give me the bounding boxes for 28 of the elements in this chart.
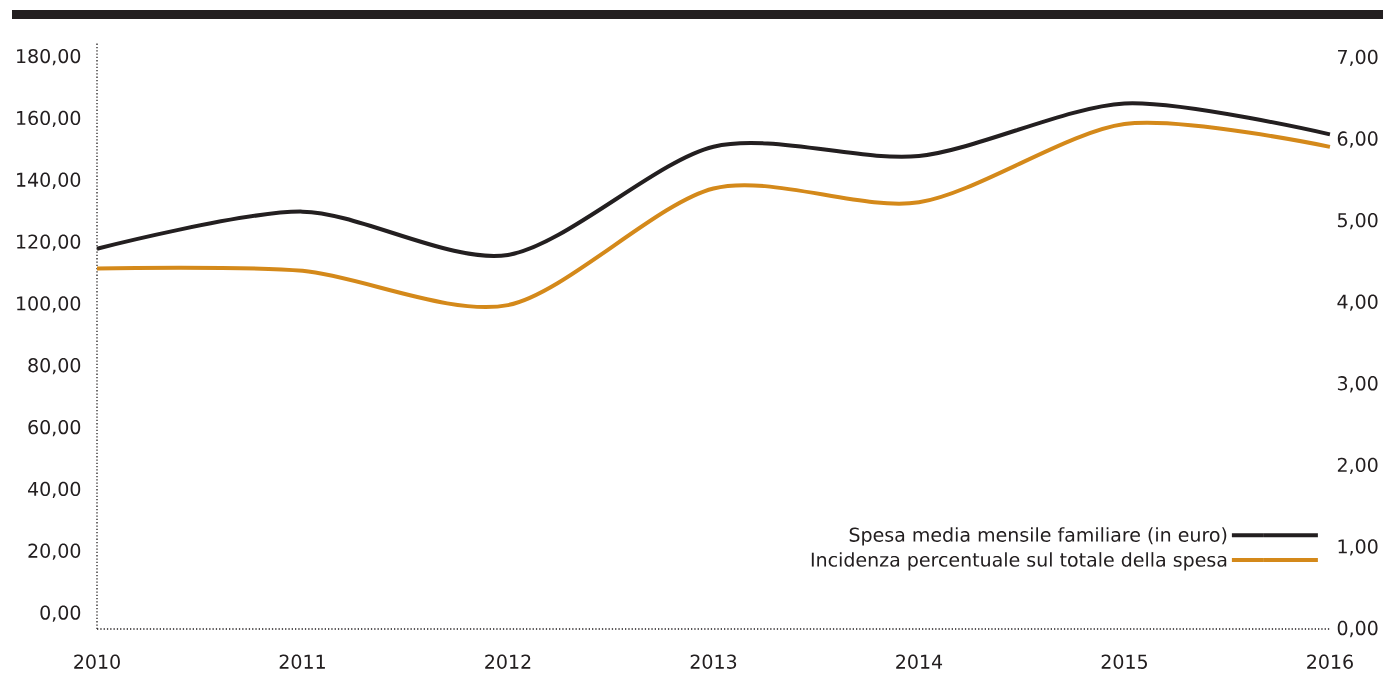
y-tick-label: 100,00 <box>17 296 81 313</box>
y2-tick-label: 7,00 <box>1338 49 1378 67</box>
x-tick-label: 2014 <box>896 654 943 669</box>
y-tick-label: 40,00 <box>28 481 81 499</box>
line-series <box>95 120 1332 309</box>
y-tick-label: 160,00 <box>17 110 81 128</box>
y2-tick-label: 2,00 <box>1337 457 1378 474</box>
x-tick-label: 2013 <box>690 654 737 669</box>
y2-tick-label: 6,00 <box>1337 131 1378 148</box>
y2-tick-label: 5,00 <box>1337 212 1378 230</box>
y2-tick-label: 3,00 <box>1337 376 1378 393</box>
y2-tick-label: 0,00 <box>1337 620 1378 638</box>
y2-tick-label: 1,00 <box>1338 539 1378 556</box>
x-tick-label: 2011 <box>279 654 325 669</box>
legend-label: Spesa media mensile familiare (in euro) <box>849 527 1227 546</box>
legend-label: Incidenza percentuale sul totale della spesa <box>811 552 1227 571</box>
y-tick-label: 80,00 <box>28 358 81 375</box>
x-tick-label: 2016 <box>1307 654 1353 669</box>
y-tick-label: 0,00 <box>40 605 81 622</box>
y2-tick-label: 4,00 <box>1337 294 1378 311</box>
x-tick-label: 2012 <box>485 654 531 669</box>
y-tick-label: 60,00 <box>28 419 81 437</box>
x-tick-label: 2015 <box>1101 654 1147 669</box>
y-tick-label: 120,00 <box>17 234 81 251</box>
y-tick-label: 20,00 <box>28 543 81 560</box>
x-tick-label: 2010 <box>74 654 120 669</box>
y-tick-label: 180,00 <box>17 48 81 66</box>
y-tick-label: 140,00 <box>17 172 81 189</box>
